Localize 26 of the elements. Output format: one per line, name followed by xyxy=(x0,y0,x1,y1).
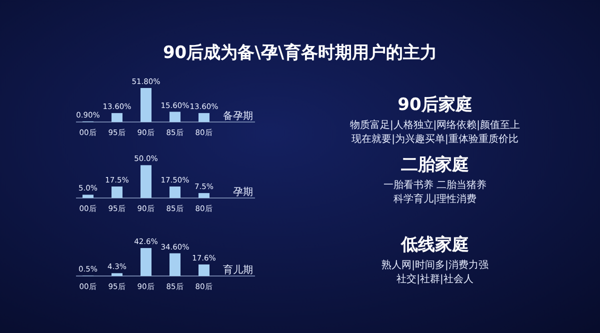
text: 低线家庭 xyxy=(400,235,469,255)
bar xyxy=(198,193,210,198)
bar xyxy=(170,112,180,122)
text: 二胎家庭 xyxy=(401,155,469,175)
bar xyxy=(170,253,180,276)
bar xyxy=(112,273,122,276)
text: 90后成为备\孕\育各时期用户的主力 xyxy=(162,42,438,63)
text: 物质富足|人格独立|网络依赖|颜值至上 xyxy=(350,119,520,131)
text: 90后家庭 xyxy=(398,95,472,115)
text: 熟人网|时间多|消费力强 xyxy=(382,259,488,271)
bar xyxy=(82,194,94,198)
x-axis-title: 育儿期 xyxy=(223,264,253,276)
text: 现在就要|为兴趣买单|重体验重质价比 xyxy=(352,133,518,145)
x-axis-title: 孕期 xyxy=(233,186,253,198)
text: 社交|社群|社会人 xyxy=(396,273,474,285)
bar xyxy=(112,186,122,198)
text: 科学育儿|理性消费 xyxy=(393,193,477,205)
bar xyxy=(170,186,180,198)
bar xyxy=(140,248,152,276)
bar xyxy=(140,165,152,198)
x-axis-title: 备孕期 xyxy=(223,110,253,122)
text: 一胎看书养 二胎当猪养 xyxy=(383,179,487,191)
bar xyxy=(112,113,122,122)
bar xyxy=(198,113,210,122)
bar xyxy=(198,264,210,276)
bar xyxy=(140,88,152,122)
